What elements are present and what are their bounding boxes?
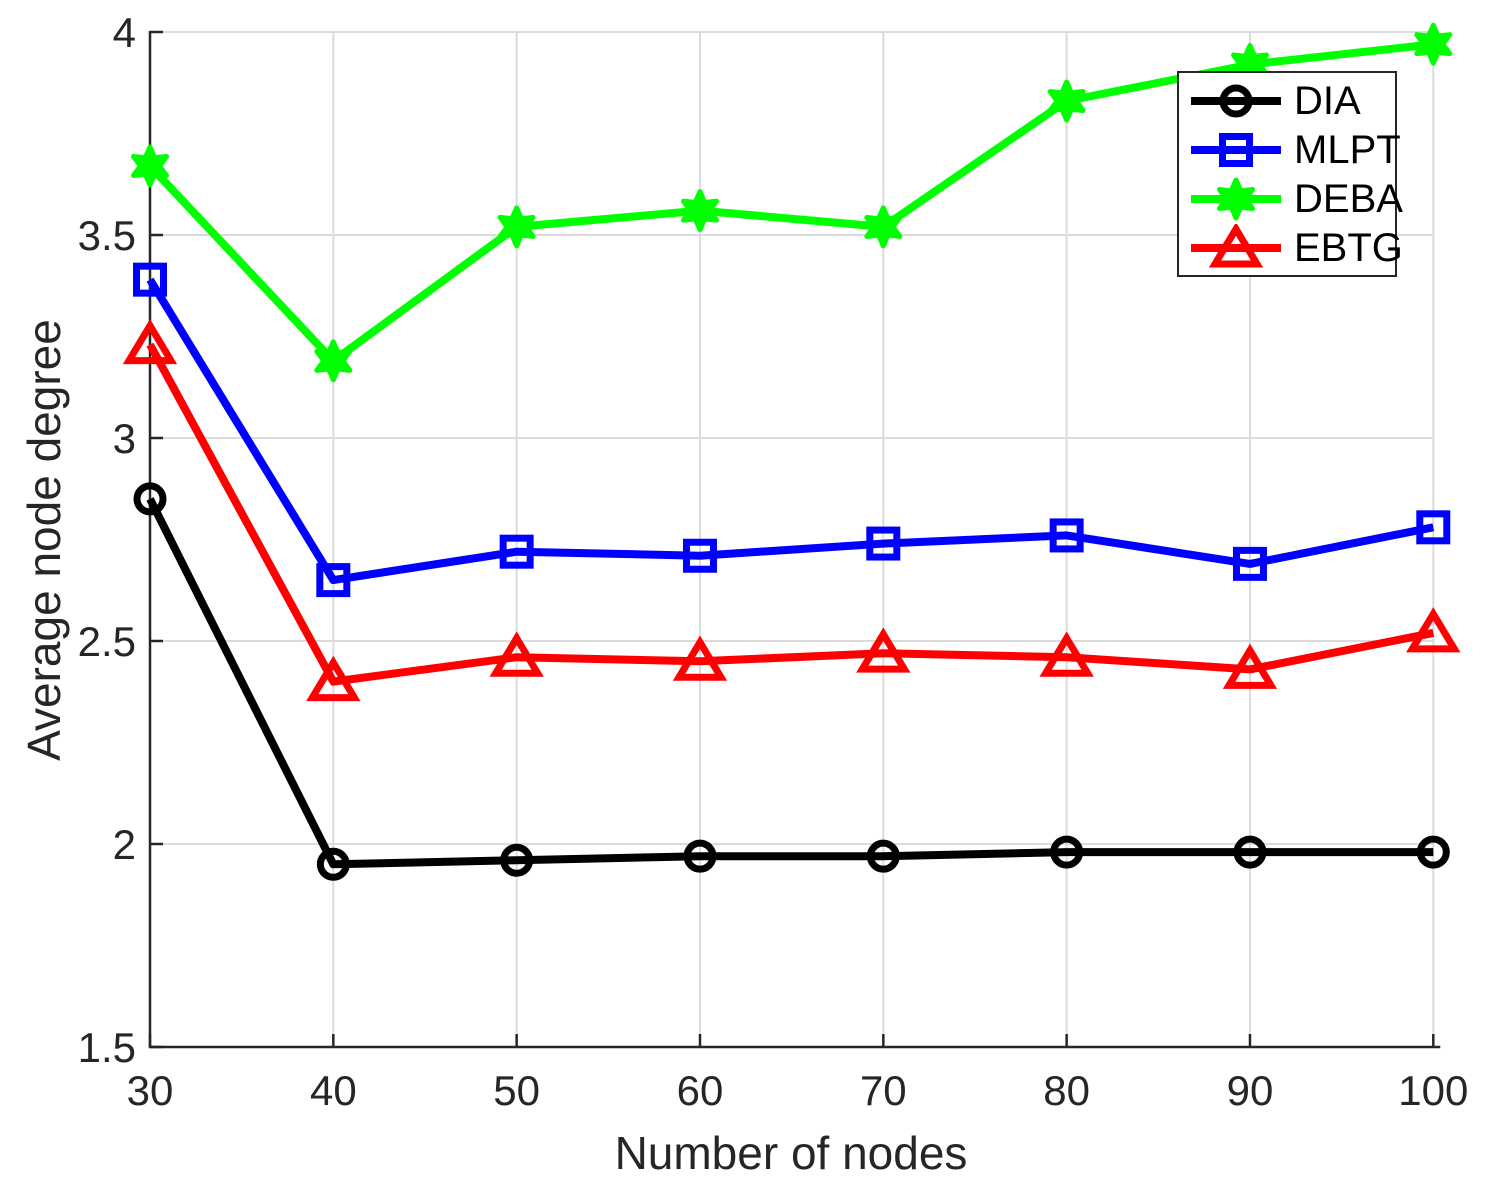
square-marker — [133, 262, 167, 297]
hexagram-marker — [1414, 22, 1453, 66]
circle-marker — [683, 839, 717, 873]
square-marker — [1219, 132, 1253, 167]
series-line — [146, 277, 1435, 585]
triangle-marker — [122, 318, 178, 365]
triangle-marker — [1222, 643, 1278, 689]
axes: 1.5 2 2.5 3 3.5 4 30 40 50 60 70 80 90 100 — [78, 9, 1469, 1114]
x-tick-label: 40 — [310, 1067, 357, 1114]
series-ebtg — [122, 318, 1461, 702]
circle-marker — [316, 847, 350, 881]
y-axis-label: Average node degree — [18, 319, 70, 761]
x-tick-label: 90 — [1227, 1067, 1274, 1114]
legend-marker-square — [1191, 132, 1281, 167]
circle-marker — [866, 839, 900, 873]
legend-marker-hexagram — [1191, 177, 1281, 220]
square-marker — [866, 526, 901, 561]
hexagram-marker — [680, 189, 719, 233]
triangle-marker — [856, 627, 911, 673]
legend-item-ebtg: EBTG — [1189, 223, 1403, 272]
square-marker — [316, 563, 351, 598]
circle-marker — [1416, 835, 1450, 869]
series-dia — [133, 482, 1450, 881]
hexagram-marker — [314, 339, 353, 383]
triangle-marker — [1208, 223, 1264, 267]
series-mlpt — [133, 262, 1451, 598]
triangle-marker — [1406, 607, 1461, 653]
square-marker — [1232, 546, 1267, 581]
triangle-marker — [306, 655, 361, 702]
hexagram-marker — [131, 144, 169, 188]
series-line — [146, 497, 1434, 869]
square-marker — [682, 538, 717, 573]
x-tick-label: 30 — [127, 1067, 174, 1114]
legend-item-mlpt: MLPT — [1189, 125, 1401, 174]
x-tick-label: 50 — [493, 1067, 540, 1114]
series-deba — [131, 22, 1453, 383]
square-marker — [1049, 518, 1084, 553]
chart-legend: DIA MLPT DEBA EBTG — [1177, 71, 1403, 277]
hexagram-marker — [864, 205, 903, 249]
legend-label: DEBA — [1294, 176, 1403, 221]
square-marker — [1416, 510, 1451, 545]
circle-marker — [500, 843, 534, 877]
circle-marker — [1219, 84, 1253, 117]
legend-label: DIA — [1294, 78, 1361, 123]
x-tick-label: 100 — [1398, 1067, 1468, 1114]
x-tick-label: 80 — [1043, 1067, 1090, 1114]
y-tick-label: 2 — [113, 821, 136, 868]
hexagram-marker — [497, 205, 536, 249]
legend-marker-circle — [1191, 84, 1281, 117]
hexagram-marker — [1217, 177, 1255, 220]
circle-marker — [1050, 835, 1084, 869]
square-marker — [499, 534, 534, 569]
y-tick-label: 2.5 — [78, 618, 136, 665]
x-tick-label: 60 — [677, 1067, 724, 1114]
triangle-marker — [1039, 631, 1094, 677]
triangle-marker — [672, 635, 728, 681]
hexagram-marker — [1047, 79, 1086, 123]
triangle-marker — [489, 631, 544, 677]
y-tick-label: 4 — [113, 9, 136, 56]
legend-marker-triangle — [1191, 223, 1281, 267]
series-line — [147, 40, 1434, 365]
y-tick-label: 1.5 — [78, 1024, 136, 1071]
circle-marker — [133, 482, 167, 516]
legend-item-dia: DIA — [1189, 76, 1395, 125]
legend-label: MLPT — [1294, 127, 1401, 172]
circle-marker — [1233, 835, 1267, 869]
x-tick-label: 70 — [860, 1067, 907, 1114]
legend-label: EBTG — [1294, 225, 1403, 270]
x-axis-label: Number of nodes — [614, 1127, 968, 1179]
y-tick-label: 3.5 — [78, 212, 136, 259]
legend-item-deba: DEBA — [1189, 174, 1403, 223]
y-tick-label: 3 — [113, 415, 136, 462]
series-line — [146, 342, 1435, 686]
